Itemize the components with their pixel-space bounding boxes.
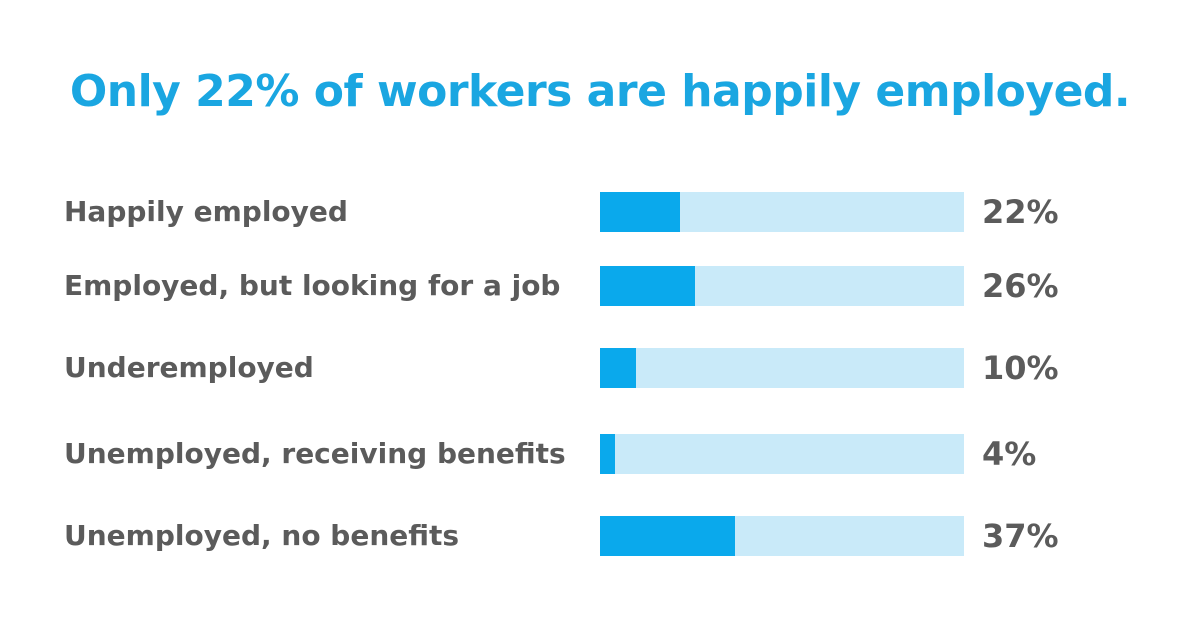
data-label: 26%: [982, 267, 1059, 305]
bar-track: [600, 192, 964, 232]
bar-track: [600, 434, 964, 474]
data-label: 22%: [982, 193, 1059, 231]
category-label: Employed, but looking for a job: [64, 269, 561, 302]
bar-track: [600, 348, 964, 388]
category-label: Unemployed, receiving benefits: [64, 437, 566, 470]
category-label: Underemployed: [64, 351, 314, 384]
data-label: 4%: [982, 435, 1037, 473]
page-title: Only 22% of workers are happily employed…: [69, 66, 1131, 117]
bar: [600, 434, 615, 474]
bar: [600, 348, 636, 388]
bar: [600, 266, 695, 306]
data-label: 10%: [982, 349, 1059, 387]
bar: [600, 192, 680, 232]
category-label: Happily employed: [64, 195, 348, 228]
bar: [600, 516, 735, 556]
bar-track: [600, 516, 964, 556]
bar-track: [600, 266, 964, 306]
data-label: 37%: [982, 517, 1059, 555]
category-label: Unemployed, no benefits: [64, 519, 460, 552]
